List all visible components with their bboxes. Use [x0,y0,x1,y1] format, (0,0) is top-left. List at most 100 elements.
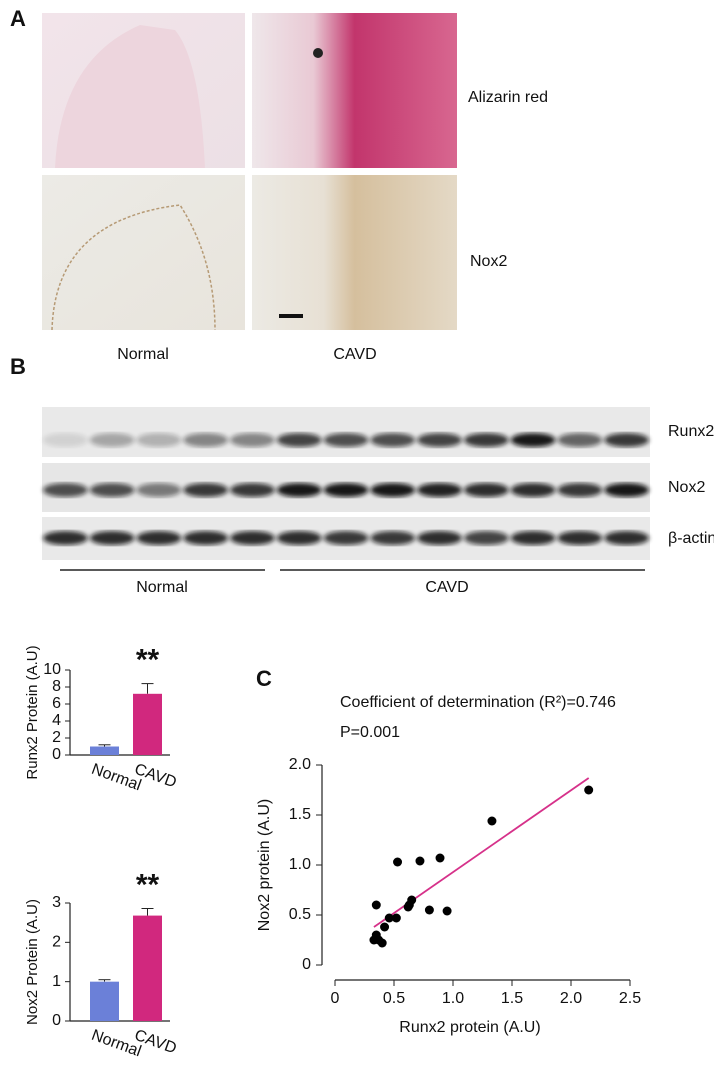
band [323,433,369,447]
point [435,853,445,863]
point [371,900,381,910]
bar [133,915,162,1021]
band [510,433,556,447]
point [393,857,403,867]
y-tick-label: 0 [52,1012,61,1029]
band [276,483,322,497]
band [463,531,509,545]
band [323,531,369,545]
particle [313,48,323,58]
y-tick-label: 0 [302,956,311,973]
bar [90,746,119,755]
point [377,938,387,948]
x-tick-label: 2.5 [619,990,641,1007]
band [370,531,416,545]
band [42,433,88,447]
annotation: P=0.001 [340,724,400,741]
band [463,433,509,447]
band [183,531,229,545]
x-tick-label: 1.0 [442,990,464,1007]
y-tick-label: 1 [52,973,61,990]
band [557,483,603,497]
annotation: ** [136,644,160,677]
point [415,856,425,866]
point [424,905,434,915]
band [417,483,462,497]
x-tick-label: 2.0 [560,990,582,1007]
band-label: Runx2 [668,423,714,440]
y-tick-label: 0.5 [289,906,311,923]
point [442,906,452,916]
y-tick-label: 2 [52,934,61,951]
band [276,531,322,545]
band [230,433,275,447]
band [510,531,556,545]
y-tick-label: 8 [52,678,61,695]
y-tick-label: 1.5 [289,806,311,823]
panel-label: B [10,354,26,379]
group-label: Normal [136,579,188,596]
y-tick-label: 0 [52,746,61,763]
panel-label: C [256,666,272,691]
y-axis-label: Nox2 protein (A.U) [256,799,273,932]
band-label: Nox2 [668,479,705,496]
band [230,531,275,545]
row-label: Alizarin red [468,89,548,106]
band [89,433,135,447]
band [89,483,135,497]
x-axis-label: Runx2 protein (A.U) [399,1019,540,1036]
x-tick-label: 1.5 [501,990,523,1007]
scale-bar [279,314,303,318]
image [252,175,457,330]
y-tick-label: 1.0 [289,856,311,873]
column-label: Normal [117,346,169,363]
image [252,13,457,168]
point [384,913,394,923]
y-tick-label: 2.0 [289,756,311,773]
band [557,531,603,545]
image [42,175,245,330]
group-label: CAVD [425,579,468,596]
band [42,531,88,545]
y-tick-label: 6 [52,695,61,712]
point [487,816,497,826]
bar [133,693,162,755]
point [584,785,594,795]
y-tick-label: 4 [52,712,61,729]
band [510,483,556,497]
band [557,433,603,447]
x-tick-label: 0.5 [383,990,405,1007]
band [323,483,369,497]
band [463,483,509,497]
band [183,433,229,447]
y-tick-label: 10 [43,661,61,678]
tissue [51,204,216,331]
y-tick-label: 2 [52,729,61,746]
band [89,531,135,545]
band [604,531,650,545]
column-label: CAVD [333,346,376,363]
band [136,531,182,545]
band [417,433,462,447]
bar [90,981,119,1021]
tissue [55,25,205,168]
row-label: Nox2 [470,253,507,270]
band [370,483,416,497]
band [183,483,229,497]
y-axis-label: Runx2 Protein (A.U) [24,645,41,779]
band [604,433,650,447]
band [417,531,462,545]
band-label: β-actin [668,530,714,547]
annotation: Coefficient of determination (R²)=0.746 [340,694,616,711]
band [136,433,182,447]
y-tick-label: 3 [52,894,61,911]
y-axis-label: Nox2 Protein (A.U) [24,899,41,1025]
band [42,483,88,497]
point [391,913,401,923]
band [276,433,322,447]
x-tick-label: 0 [331,990,340,1007]
band [230,483,275,497]
western-blot [42,407,650,560]
micrographs [42,13,457,331]
